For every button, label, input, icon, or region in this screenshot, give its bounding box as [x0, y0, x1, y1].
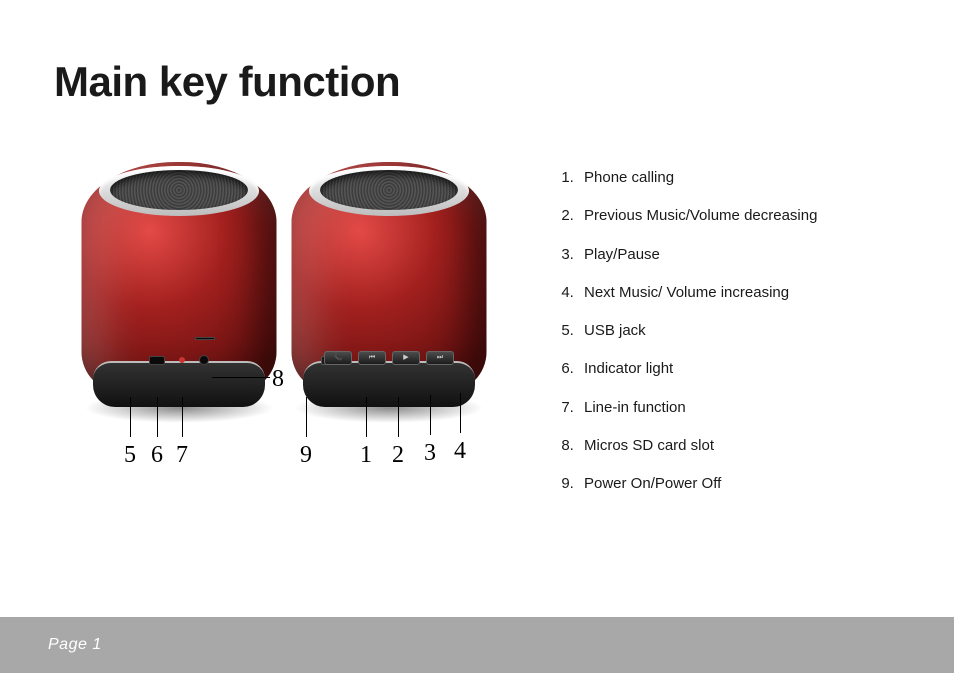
callout-4: 4 — [454, 438, 466, 465]
list-item: Play/Pause — [578, 245, 817, 265]
list-item: Indicator light — [578, 359, 817, 379]
usb-port-icon — [149, 356, 165, 365]
list-item: Phone calling — [578, 168, 817, 188]
callout-3: 3 — [424, 440, 436, 467]
page-footer: Page 1 — [0, 617, 954, 673]
page-title: Main key function — [54, 58, 904, 106]
speaker-base — [93, 361, 265, 407]
list-item: Previous Music/Volume decreasing — [578, 206, 817, 226]
rear-port-group — [149, 355, 209, 365]
list-item: Power On/Power Off — [578, 474, 817, 494]
speaker-rear — [79, 162, 279, 437]
prev-button-icon: ⏮ — [358, 351, 386, 365]
callout-7: 7 — [176, 442, 188, 469]
front-button-row: 📞 ⏮ ▶ ⏭ — [324, 351, 454, 365]
content-row: 📞 ⏮ ▶ ⏭ — [54, 162, 904, 512]
speaker-front: 📞 ⏮ ▶ ⏭ — [289, 162, 489, 437]
speaker-grille — [110, 170, 248, 210]
phone-button-icon: 📞 — [324, 351, 352, 365]
function-ol: Phone calling Previous Music/Volume decr… — [554, 168, 817, 494]
speaker-pair: 📞 ⏮ ▶ ⏭ — [54, 162, 514, 437]
led-icon — [179, 357, 185, 363]
callout-1: 1 — [360, 442, 372, 469]
page-body: Main key function — [0, 0, 954, 512]
callout-9: 9 — [300, 442, 312, 469]
next-button-icon: ⏭ — [426, 351, 454, 365]
product-figure: 📞 ⏮ ▶ ⏭ — [54, 162, 514, 512]
callout-2: 2 — [392, 442, 404, 469]
list-item: Line-in function — [578, 398, 817, 418]
play-button-icon: ▶ — [392, 351, 420, 365]
page-number: Page 1 — [48, 636, 102, 654]
aux-port-icon — [199, 355, 209, 365]
list-item: USB jack — [578, 321, 817, 341]
callout-6: 6 — [151, 442, 163, 469]
list-item: Micros SD card slot — [578, 436, 817, 456]
list-item: Next Music/ Volume increasing — [578, 283, 817, 303]
speaker-grille — [320, 170, 458, 210]
function-list: Phone calling Previous Music/Volume decr… — [554, 162, 817, 512]
callout-5: 5 — [124, 442, 136, 469]
sd-slot-icon — [195, 337, 215, 340]
speaker-base: 📞 ⏮ ▶ ⏭ — [303, 361, 475, 407]
